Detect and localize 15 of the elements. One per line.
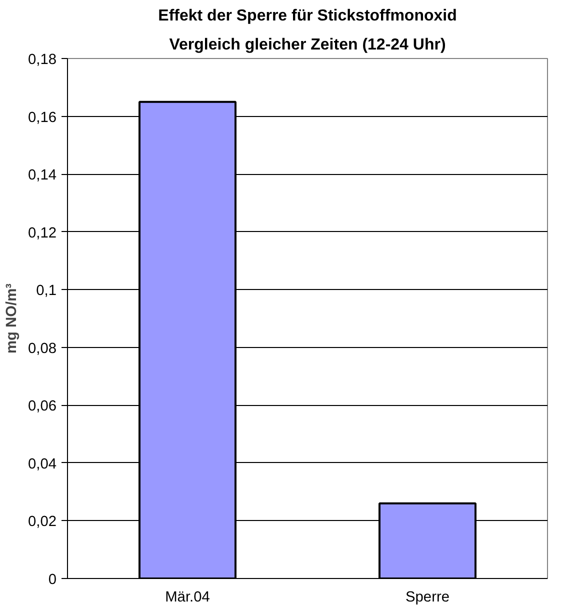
y-tick-label: 0,18 — [28, 52, 57, 68]
y-tick-label: 0,1 — [36, 283, 56, 300]
y-tick-label: 0,12 — [28, 225, 57, 242]
y-tick-label: 0,14 — [28, 168, 57, 184]
y-tick-label: 0 — [48, 572, 57, 588]
y-tick-label: 0,04 — [28, 456, 57, 472]
y-axis-title: mg NO/m³ — [4, 283, 20, 354]
x-tick-label: Sperre — [406, 590, 450, 606]
chart-title: Effekt der Sperre für Stickstoffmonoxid — [158, 8, 457, 24]
chart-subtitle: Vergleich gleicher Zeiten (12-24 Uhr) — [169, 36, 446, 54]
x-tick-label: Mär.04 — [165, 590, 210, 606]
y-tick-label: 0,16 — [28, 110, 57, 126]
y-tick-label: 0,08 — [28, 340, 57, 357]
y-tick-label: 0,02 — [28, 514, 57, 530]
y-tick-label: 0,06 — [28, 398, 57, 415]
